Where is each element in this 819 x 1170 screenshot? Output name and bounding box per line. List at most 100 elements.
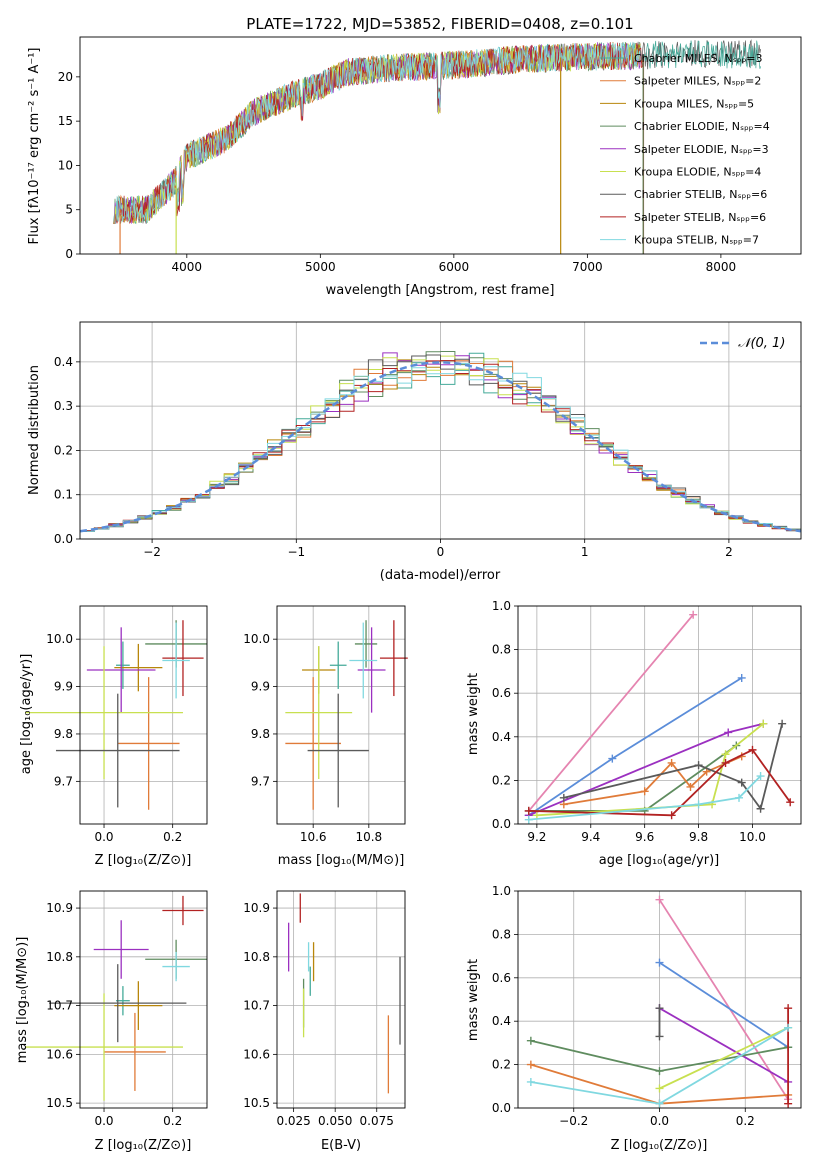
spectrum-panel: PLATE=1722, MJD=53852, FIBERID=0408, z=0… [27, 15, 802, 298]
mw-z-frame [517, 890, 802, 1109]
age-mass-data [285, 620, 408, 810]
age-mass-ytick-label: 10.0 [243, 632, 270, 646]
mw-z-marker [526, 1077, 535, 1086]
mass-ebv-ytick-label: 10.8 [243, 950, 270, 964]
mw-age-marker [748, 745, 757, 754]
mass-ebv-ytick-label: 10.7 [243, 999, 270, 1013]
residual-data [79, 351, 802, 533]
mw-age-xtick-label: 9.4 [581, 830, 600, 844]
mass-z-ytick-label: 10.6 [46, 1047, 73, 1061]
mw-age-marker [786, 798, 795, 807]
mw-z-ytick-label: 0.0 [492, 1101, 511, 1115]
age-z-ytick-label: 10.0 [46, 632, 73, 646]
spectrum-ytick-label: 15 [58, 114, 73, 128]
massweight-metallicity-panel: −0.2 0.0 0.2 0.0 0.2 0.4 0.6 0.8 1.0 Z [log₁₀(Z/… [466, 884, 802, 1153]
mw-z-grid [518, 890, 801, 1109]
spectrum-xtick-label: 5000 [305, 260, 336, 274]
mass-ebv-panel: 0.025 0.050 0.075 10.5 10.6 10.7 10.8 10.9 E(B-… [243, 890, 406, 1153]
mass-ebv-ytick-label: 10.5 [243, 1096, 270, 1110]
mw-age-marker [686, 782, 695, 791]
age-z-ytick-label: 9.9 [54, 680, 73, 694]
residual-xtick-label: −1 [287, 545, 305, 559]
mw-age-line [528, 748, 791, 817]
mass-ebv-ytick-label: 10.9 [243, 901, 270, 915]
mw-age-ylabel: mass weight [466, 673, 481, 755]
mass-z-ytick-label: 10.8 [46, 950, 73, 964]
mw-z-marker [526, 1060, 535, 1069]
mw-z-data [526, 895, 793, 1108]
legend-label: Chabrier ELODIE, Nₛₚₚ=4 [634, 120, 770, 133]
age-z-data [25, 620, 207, 810]
histogram-step [80, 354, 801, 532]
mass-ebv-xtick-label: 0.050 [318, 1114, 352, 1128]
mw-z-ytick-label: 0.2 [492, 1058, 511, 1072]
residual-xtick-label: 2 [725, 545, 733, 559]
mw-z-marker [784, 1023, 793, 1032]
age-z-ytick-label: 9.7 [54, 774, 73, 788]
spectrum-frame [79, 36, 802, 255]
age-z-xlabel: Z [log₁₀(Z/Z⊙)] [95, 853, 192, 868]
residual-ytick-label: 0.4 [54, 355, 73, 369]
mw-z-xtick-label: 0.0 [650, 1114, 669, 1128]
mw-age-line [536, 722, 764, 817]
spectrum-xtick-label: 8000 [706, 260, 737, 274]
spectrum-data [113, 39, 762, 254]
residual-xtick-label: −2 [143, 545, 161, 559]
spectrum-xlabel: wavelength [Angstrom, rest frame] [326, 283, 555, 298]
age-mass-ytick-label: 9.8 [251, 727, 270, 741]
mw-age-ytick-label: 0.2 [492, 773, 511, 787]
mw-age-marker [694, 800, 703, 809]
legend-label: Salpeter STELIB, Nₛₚₚ=6 [634, 211, 766, 224]
age-z-grid [80, 606, 207, 824]
mass-ebv-xtick-label: 0.075 [360, 1114, 394, 1128]
mass-z-xlabel: Z [log₁₀(Z/Z⊙)] [95, 1138, 192, 1153]
age-z-xtick-label: 0.0 [94, 830, 113, 844]
residual-ytick-label: 0.3 [54, 399, 73, 413]
residual-ylabel: Normed distribution [27, 365, 42, 495]
age-z-ylabel: age [log₁₀(age/yr)] [19, 654, 34, 775]
spectrum-ytick-label: 0 [65, 247, 73, 261]
mw-age-ytick-label: 0.4 [492, 730, 511, 744]
mass-ebv-ytick-label: 10.6 [243, 1047, 270, 1061]
mass-z-grid [80, 891, 207, 1108]
mw-age-line [563, 755, 743, 806]
mw-age-marker [559, 793, 568, 802]
mw-age-marker [737, 673, 746, 682]
residual-xtick-label: 0 [437, 545, 445, 559]
mass-ebv-xlabel: E(B-V) [321, 1138, 361, 1153]
age-mass-xlabel: mass [log₁₀(M/M⊙)] [278, 853, 405, 868]
histogram-step [80, 360, 801, 532]
mw-age-marker [532, 811, 541, 820]
mass-z-ytick-label: 10.5 [46, 1096, 73, 1110]
mass-ebv-frame [276, 890, 406, 1109]
mass-ebv-xtick-label: 0.025 [276, 1114, 310, 1128]
age-mass-grid [277, 606, 405, 824]
spectrum-line [115, 41, 641, 224]
mw-age-marker [524, 806, 533, 815]
mw-age-marker [524, 815, 533, 824]
mw-z-line [659, 961, 789, 1048]
spectrum-xtick-label: 7000 [572, 260, 603, 274]
legend-label: Kroupa STELIB, Nₛₚₚ=7 [634, 234, 759, 247]
mw-z-marker [784, 1004, 793, 1013]
mw-age-ytick-label: 1.0 [492, 599, 511, 613]
mass-z-xtick-label: 0.0 [94, 1114, 113, 1128]
mw-z-marker [784, 1099, 793, 1108]
residual-xlabel: (data-model)/error [380, 568, 501, 583]
massweight-age-panel: 9.2 9.4 9.6 9.8 10.0 0.0 0.2 0.4 0.6 0.8 1.0 age [… [466, 599, 802, 868]
mw-z-xtick-label: −0.2 [559, 1114, 588, 1128]
normal-legend-label: 𝒩(0, 1) [738, 336, 785, 351]
mass-z-data [25, 895, 207, 1101]
residual-frame [79, 321, 802, 540]
mass-ebv-grid [277, 891, 405, 1108]
mw-age-marker [608, 754, 617, 763]
mw-age-marker [689, 610, 698, 619]
age-mass-panel: 10.6 10.8 9.7 9.8 9.9 10.0 mass [log₁₀(M/M⊙)] [243, 605, 408, 868]
legend-label: Salpeter ELODIE, Nₛₚₚ=3 [634, 143, 769, 156]
mw-age-marker [640, 787, 649, 796]
mw-age-marker [724, 728, 733, 737]
mw-z-line [658, 899, 789, 1100]
mw-age-marker [735, 793, 744, 802]
age-mass-frame [276, 605, 406, 825]
